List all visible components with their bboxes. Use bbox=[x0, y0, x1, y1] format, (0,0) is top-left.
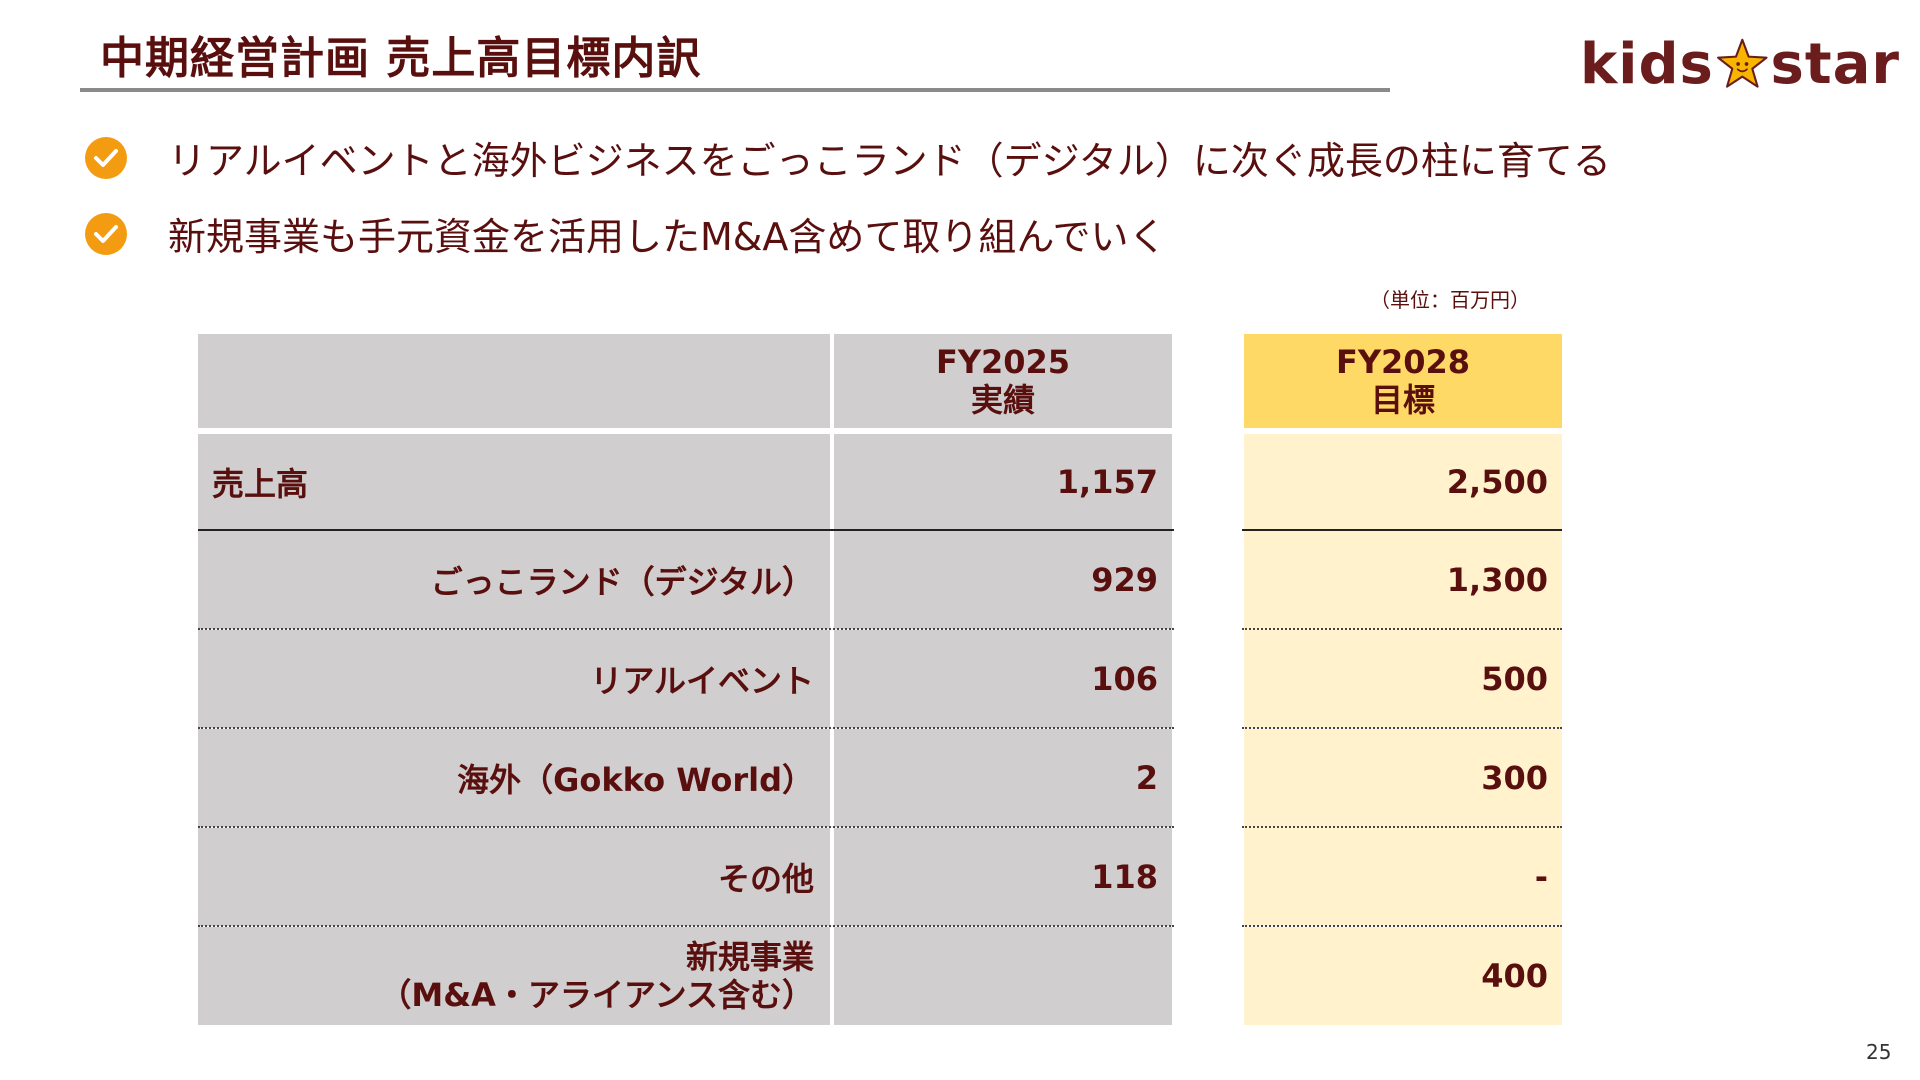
bullet-text: 新規事業も手元資金を活用したM&A含めて取り組んでいく bbox=[168, 215, 1167, 259]
table-divider-solid-right bbox=[1242, 529, 1562, 531]
cell-fy2028-revenue: 2,500 bbox=[1244, 434, 1562, 530]
cell-fy2025-real-event: 106 bbox=[834, 630, 1172, 728]
cell-fy2025-other: 118 bbox=[834, 828, 1172, 926]
title-underline bbox=[80, 88, 1390, 92]
row-label-gokko-land: ごっこランド（デジタル） bbox=[198, 531, 830, 629]
row-label-overseas: 海外（Gokko World） bbox=[198, 729, 830, 827]
header-fy2025-sub: 実績 bbox=[970, 381, 1035, 419]
cell-fy2025-revenue: 1,157 bbox=[834, 434, 1172, 530]
check-circle-icon bbox=[85, 136, 127, 179]
cell-fy2025-overseas: 2 bbox=[834, 729, 1172, 827]
page-title: 中期経営計画 売上高目標内訳 bbox=[100, 33, 702, 84]
row-label-new-business-line2: （M&A・アライアンス含む） bbox=[379, 976, 814, 1014]
unit-label: （単位：百万円） bbox=[1370, 288, 1530, 312]
table-divider-dotted bbox=[198, 628, 1174, 630]
bullet-item: 新規事業も手元資金を活用したM&A含めて取り組んでいく bbox=[84, 206, 1167, 261]
cell-fy2025-gokko-land: 929 bbox=[834, 531, 1172, 629]
header-fy2028-year: FY2028 bbox=[1335, 343, 1471, 381]
header-fy2025-year: FY2025 bbox=[935, 343, 1071, 381]
cell-fy2028-overseas: 300 bbox=[1244, 729, 1562, 827]
row-label-new-business: 新規事業 （M&A・アライアンス含む） bbox=[198, 927, 830, 1025]
table-divider-dotted bbox=[198, 826, 1174, 828]
bullet-text: リアルイベントと海外ビジネスをごっこランド（デジタル）に次ぐ成長の柱に育てる bbox=[168, 139, 1611, 183]
header-fy2028-sub: 目標 bbox=[1370, 381, 1435, 419]
header-fy2028: FY2028 目標 bbox=[1244, 334, 1562, 428]
bullet-item: リアルイベントと海外ビジネスをごっこランド（デジタル）に次ぐ成長の柱に育てる bbox=[84, 130, 1611, 185]
table-divider-dotted bbox=[198, 727, 1174, 729]
logo-text-right: star bbox=[1770, 31, 1900, 97]
header-fy2025: FY2025 実績 bbox=[834, 334, 1172, 428]
table-divider-dotted bbox=[1242, 628, 1562, 630]
table-divider-dotted bbox=[1242, 727, 1562, 729]
row-label-other: その他 bbox=[198, 828, 830, 926]
table-divider-dotted bbox=[198, 925, 1174, 927]
table-divider-dotted bbox=[1242, 826, 1562, 828]
kidsstar-logo: kids star bbox=[1580, 24, 1900, 104]
row-label-real-event: リアルイベント bbox=[198, 630, 830, 728]
cell-fy2028-new-business: 400 bbox=[1244, 927, 1562, 1025]
star-icon bbox=[1716, 38, 1768, 88]
cell-fy2028-real-event: 500 bbox=[1244, 630, 1562, 728]
cell-fy2028-gokko-land: 1,300 bbox=[1244, 531, 1562, 629]
table-divider-dotted bbox=[1242, 925, 1562, 927]
header-blank-cell bbox=[198, 334, 830, 428]
logo-text-left: kids bbox=[1580, 31, 1714, 97]
cell-fy2028-other: - bbox=[1244, 828, 1562, 926]
row-label-revenue: 売上高 bbox=[198, 434, 830, 530]
table-divider-solid-left bbox=[198, 529, 1174, 531]
row-label-new-business-line1: 新規事業 bbox=[685, 938, 814, 976]
page-number: 25 bbox=[1866, 1040, 1892, 1064]
check-circle-icon bbox=[85, 212, 127, 255]
cell-fy2025-new-business bbox=[834, 927, 1172, 1025]
